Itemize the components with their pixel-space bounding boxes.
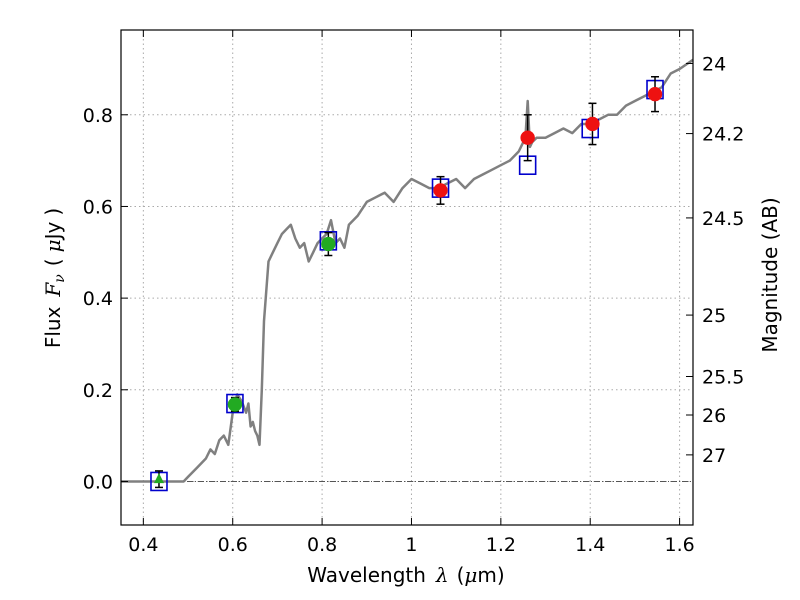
y-tick-label: 0.6 (83, 196, 113, 218)
plot-frame (120, 29, 694, 526)
y-axis-label: FluxFν(μJy) (41, 208, 68, 348)
magnitude-tick-label: 24 (702, 53, 726, 75)
x-tick-label: 0.8 (307, 534, 337, 556)
sed-curve (121, 58, 694, 483)
observed-point (433, 183, 448, 198)
observed-point (520, 130, 535, 145)
magnitude-tick-label: 24.5 (702, 208, 744, 230)
grid (121, 30, 693, 525)
x-tick-labels: 0.4 0.6 0.8 1 1.2 1.4 1.6 (128, 534, 694, 556)
x-tick-label: 1.4 (575, 534, 605, 556)
x-tick-label: 0.6 (218, 534, 248, 556)
x-tick-label: 0.4 (128, 534, 158, 556)
y-tick-label: 0.4 (83, 288, 113, 310)
magnitude-tick-label: 27 (702, 445, 726, 467)
x-tick-label: 1.2 (486, 534, 516, 556)
magnitude-tick-labels: 24 24.2 24.5 25 25.5 26 27 (702, 53, 744, 466)
y-tick-label: 0.0 (83, 471, 113, 493)
observed-points (153, 76, 663, 489)
model-point (226, 393, 244, 414)
y-tick-label: 0.2 (83, 380, 113, 402)
x-tick-label: 1.6 (664, 534, 694, 556)
magnitude-tick-label: 25.5 (702, 367, 744, 389)
observed-point (227, 397, 243, 412)
x-axis-label: Wavelength λ (μm) (307, 563, 504, 587)
magnitude-tick-label: 26 (702, 405, 726, 427)
magnitude-tick-label: 24.2 (702, 124, 744, 146)
magnitude-axis-label: Magnitude (AB) (758, 197, 782, 352)
observed-point (585, 116, 600, 132)
observed-point-triangle (153, 473, 164, 484)
observed-point (647, 86, 663, 102)
y-tick-labels: 0.0 0.2 0.4 0.6 0.8 (83, 105, 113, 494)
x-tick-label: 1 (405, 534, 417, 556)
observed-point (321, 236, 336, 252)
y-tick-label: 0.8 (83, 105, 113, 127)
magnitude-tick-label: 25 (702, 305, 726, 327)
axis-ticks (121, 30, 693, 525)
